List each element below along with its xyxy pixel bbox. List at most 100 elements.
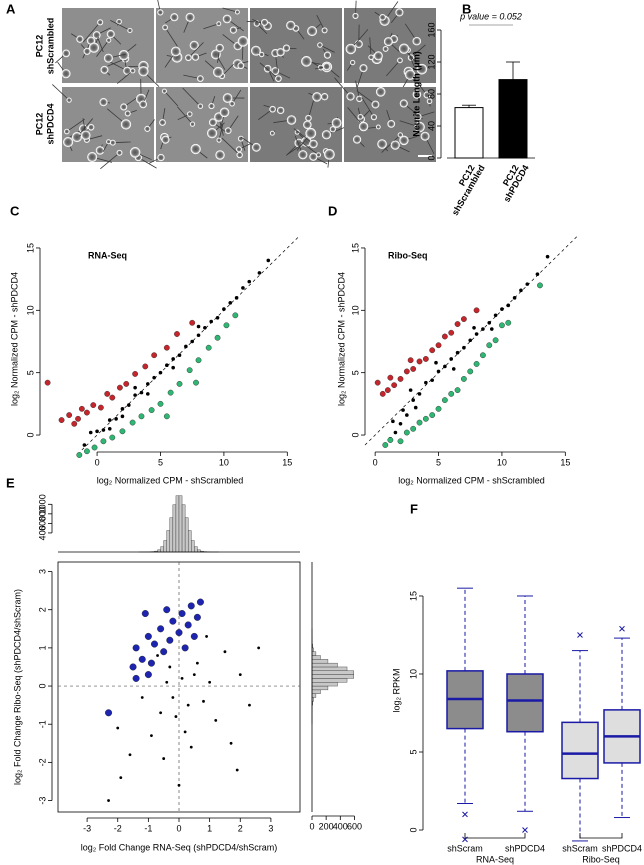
point bbox=[455, 350, 460, 355]
cell bbox=[197, 75, 204, 82]
cell bbox=[208, 118, 217, 127]
histogram-bar bbox=[311, 651, 317, 656]
point bbox=[100, 438, 107, 445]
cell bbox=[219, 107, 230, 118]
histogram-bar bbox=[184, 517, 189, 553]
point bbox=[192, 673, 196, 676]
cell bbox=[420, 131, 430, 141]
point bbox=[424, 380, 428, 385]
point bbox=[175, 629, 183, 637]
point bbox=[163, 413, 170, 420]
point bbox=[535, 272, 540, 276]
point bbox=[374, 379, 381, 386]
neurite bbox=[188, 42, 204, 59]
point bbox=[183, 730, 187, 734]
point bbox=[138, 655, 146, 663]
point bbox=[190, 632, 198, 640]
point bbox=[144, 632, 152, 640]
point bbox=[166, 636, 174, 644]
x-tick-label: 0 bbox=[309, 821, 314, 831]
point bbox=[435, 405, 442, 412]
histogram-bar bbox=[311, 693, 317, 698]
cell bbox=[309, 152, 318, 161]
point bbox=[472, 325, 476, 330]
y-axis-label: log₂ Fold Change Ribo-Seq (shPDCD4/shScr… bbox=[12, 589, 22, 785]
cell bbox=[395, 8, 404, 17]
y-axis-label: log₂ Normalized CPM - shPDCD4 bbox=[336, 272, 346, 406]
cell bbox=[275, 75, 282, 82]
point bbox=[133, 385, 137, 390]
point bbox=[215, 315, 220, 320]
neurite bbox=[52, 84, 70, 101]
cell bbox=[387, 119, 396, 128]
point bbox=[165, 363, 169, 367]
point bbox=[82, 443, 87, 447]
point bbox=[436, 369, 441, 374]
point bbox=[105, 709, 113, 717]
point bbox=[97, 404, 104, 411]
cell bbox=[61, 69, 71, 79]
cell bbox=[426, 98, 433, 105]
cell bbox=[390, 140, 400, 150]
panel-label: D bbox=[328, 203, 337, 218]
group-bracket bbox=[464, 833, 526, 839]
point bbox=[202, 699, 205, 703]
point bbox=[177, 353, 182, 358]
histogram-bar bbox=[311, 689, 321, 694]
cell bbox=[97, 19, 104, 26]
cell bbox=[63, 136, 74, 148]
micrograph-grid bbox=[52, 0, 436, 170]
cell bbox=[294, 129, 300, 135]
point bbox=[195, 357, 202, 364]
histogram-bar bbox=[311, 678, 348, 683]
outlier bbox=[522, 827, 528, 833]
x-tick-label: 400 bbox=[333, 821, 348, 831]
point bbox=[214, 334, 221, 341]
point bbox=[129, 663, 137, 671]
y-tick-label: 120 bbox=[426, 54, 436, 69]
cell bbox=[106, 37, 112, 43]
y-tick-label: 160 bbox=[426, 22, 436, 37]
cell bbox=[321, 130, 332, 140]
point bbox=[473, 361, 480, 367]
cell bbox=[373, 51, 383, 61]
cell bbox=[276, 106, 285, 115]
x-tick-label: 0 bbox=[95, 457, 100, 467]
cell bbox=[215, 43, 224, 52]
point bbox=[443, 364, 447, 369]
cell bbox=[237, 36, 249, 47]
point bbox=[148, 407, 155, 413]
cell bbox=[286, 20, 296, 31]
panel-label: F bbox=[410, 501, 418, 516]
cell bbox=[237, 135, 244, 142]
histogram-bar bbox=[311, 666, 348, 671]
point bbox=[422, 415, 429, 422]
cell bbox=[224, 127, 232, 135]
bar bbox=[498, 79, 528, 159]
point bbox=[139, 390, 144, 395]
cell bbox=[185, 12, 195, 22]
group-label: Ribo-Seq bbox=[582, 854, 620, 864]
cell bbox=[276, 48, 285, 57]
point bbox=[492, 337, 499, 344]
x-tick-label: -3 bbox=[83, 823, 91, 833]
point bbox=[403, 368, 410, 375]
point bbox=[525, 282, 530, 286]
cell bbox=[124, 110, 131, 117]
point bbox=[84, 448, 90, 455]
y-tick-label: 800 bbox=[37, 506, 47, 521]
cell bbox=[95, 146, 105, 155]
point bbox=[114, 417, 118, 421]
cell bbox=[71, 132, 83, 143]
cell bbox=[76, 35, 84, 43]
point bbox=[209, 319, 214, 324]
cell bbox=[375, 87, 386, 97]
point bbox=[171, 357, 175, 361]
cell bbox=[208, 102, 215, 110]
point bbox=[119, 776, 123, 780]
point bbox=[150, 640, 158, 648]
point bbox=[223, 650, 227, 654]
point bbox=[116, 726, 120, 730]
cell bbox=[359, 64, 368, 73]
